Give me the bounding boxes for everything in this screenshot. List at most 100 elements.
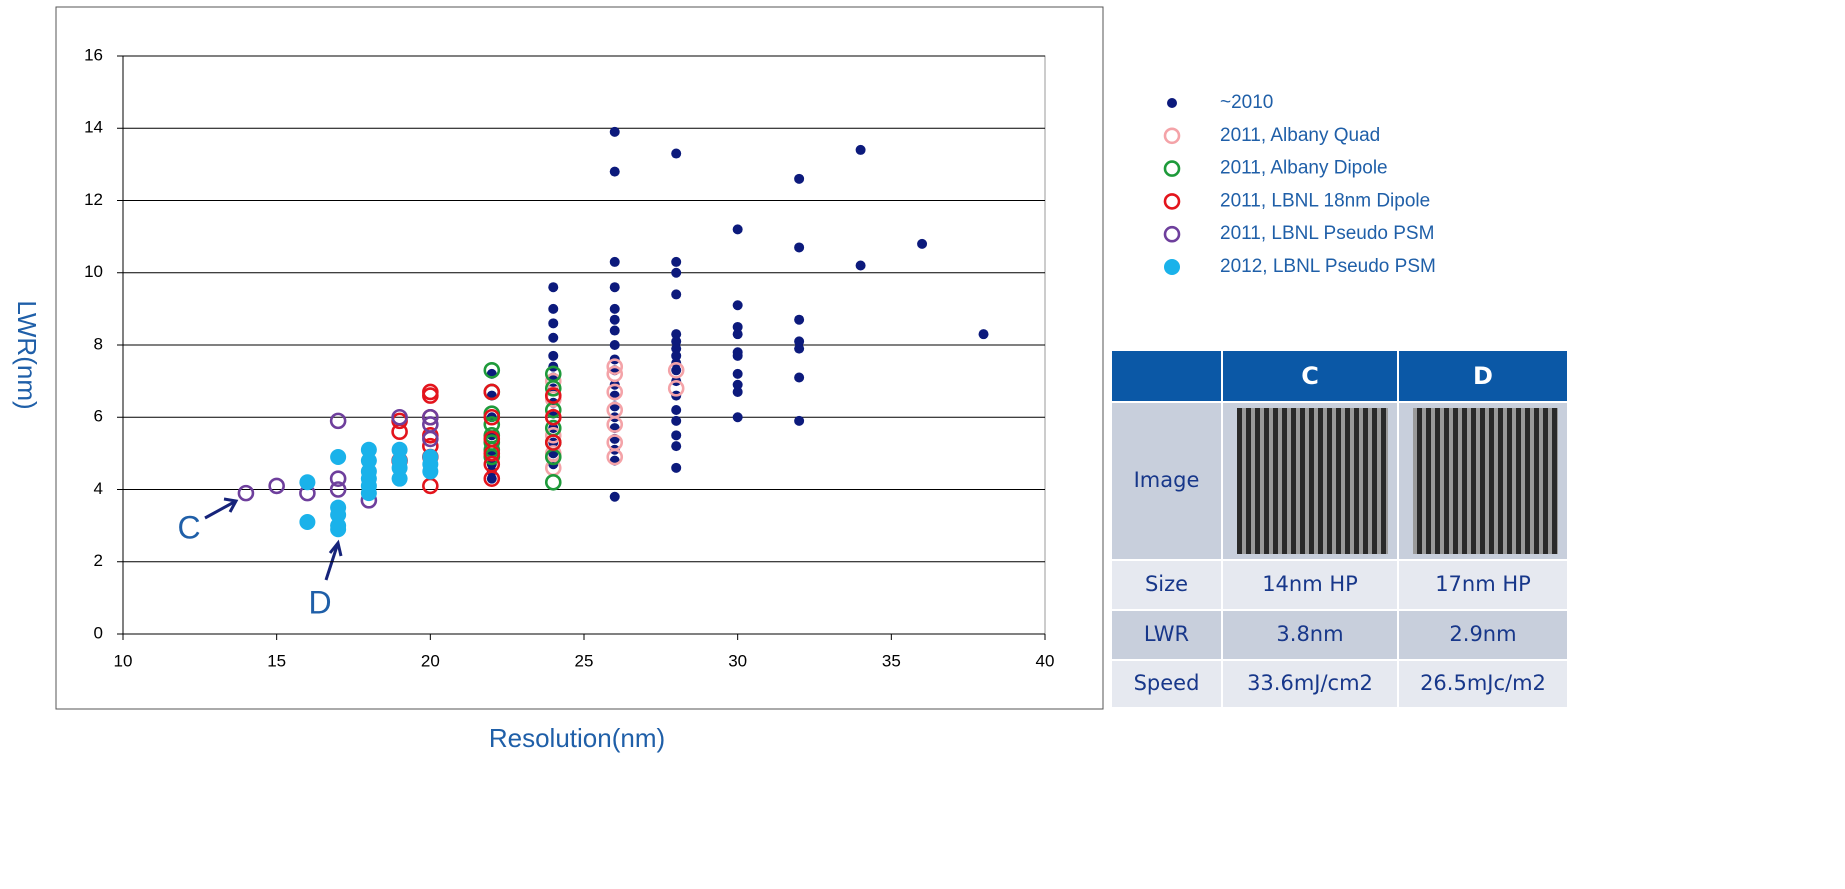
table-cell [1397, 559, 1569, 611]
point [422, 477, 439, 495]
point [544, 408, 562, 426]
point [671, 343, 682, 354]
point [609, 126, 620, 137]
table-value: 26.5mJc/m2 [1420, 671, 1546, 695]
point [609, 340, 620, 350]
arrow-head [223, 497, 239, 513]
row-label: Speed [1134, 671, 1200, 695]
point [329, 412, 347, 430]
column-header: D [1473, 362, 1493, 390]
y-tick-label: 12 [84, 190, 103, 209]
x-tick-label: 35 [882, 651, 901, 670]
point [422, 387, 439, 404]
point [671, 350, 682, 361]
point [671, 405, 682, 416]
legend-marker [1163, 160, 1181, 177]
legend-marker [1163, 225, 1181, 243]
point [671, 289, 682, 300]
point [732, 350, 743, 361]
column-header: C [1301, 362, 1319, 390]
point [609, 491, 620, 502]
table-cell [1397, 609, 1569, 661]
point [483, 383, 501, 401]
point [548, 303, 559, 314]
point [671, 256, 682, 267]
y-axis-label: LWR(nm) [12, 300, 42, 409]
point [671, 441, 682, 452]
arrow-head [328, 539, 343, 557]
chart-frame [55, 6, 1104, 710]
row-label: LWR [1144, 622, 1189, 646]
point [732, 379, 743, 390]
point [671, 415, 682, 426]
x-axis-label: Resolution(nm) [489, 723, 665, 753]
point [483, 408, 501, 426]
table-header [1110, 349, 1569, 403]
point [237, 484, 255, 502]
point [299, 474, 316, 491]
table-value: 33.6mJ/cm2 [1247, 671, 1373, 695]
x-tick-label: 20 [421, 651, 440, 670]
sem-image [1237, 408, 1388, 554]
point [732, 412, 743, 423]
point [391, 408, 408, 426]
point [544, 473, 562, 491]
point [609, 325, 620, 336]
point [422, 430, 439, 448]
point [548, 282, 559, 293]
legend-marker [1164, 259, 1180, 275]
point [329, 481, 347, 498]
y-tick-label: 16 [84, 45, 103, 64]
point [609, 314, 620, 325]
arrows [204, 497, 343, 581]
point [732, 368, 743, 379]
point [330, 521, 347, 538]
x-tick-label: 30 [728, 651, 747, 670]
legend-marker [1167, 98, 1177, 108]
point [794, 415, 805, 426]
point [483, 470, 501, 487]
legend-marker [1163, 193, 1181, 210]
point [732, 321, 743, 332]
x-tick-label: 40 [1036, 651, 1055, 670]
table-cell [1221, 659, 1399, 709]
table-value: 2.9nm [1449, 622, 1516, 646]
point [609, 166, 620, 177]
point [606, 365, 624, 383]
point [330, 448, 347, 465]
row-label: Size [1145, 572, 1188, 596]
point [794, 372, 805, 383]
point [548, 350, 559, 361]
x-tick-label: 10 [114, 651, 133, 670]
x-tick-label: 15 [267, 651, 286, 670]
point [609, 256, 620, 267]
point [360, 485, 377, 502]
point [609, 303, 620, 314]
arrow [204, 499, 237, 520]
point [794, 173, 805, 184]
point [671, 329, 682, 340]
point [855, 260, 866, 271]
annotation: D [308, 584, 331, 620]
point [671, 365, 682, 376]
annotation: C [177, 509, 200, 545]
legend-label: 2011, Albany Quad [1220, 125, 1380, 146]
point [548, 332, 559, 343]
table-cell [1397, 659, 1569, 709]
point [544, 434, 562, 451]
y-tick-label: 8 [94, 334, 103, 353]
point [732, 329, 743, 340]
point [548, 318, 559, 329]
point [299, 514, 316, 531]
y-tick-label: 14 [84, 118, 103, 137]
point [671, 148, 682, 159]
table-value: 14nm HP [1262, 572, 1358, 596]
point [486, 473, 497, 484]
legend-label: 2011, LBNL Pseudo PSM [1220, 223, 1434, 244]
point [609, 282, 620, 293]
point [606, 383, 624, 401]
point [667, 380, 685, 397]
point [483, 445, 501, 462]
point [483, 361, 501, 379]
